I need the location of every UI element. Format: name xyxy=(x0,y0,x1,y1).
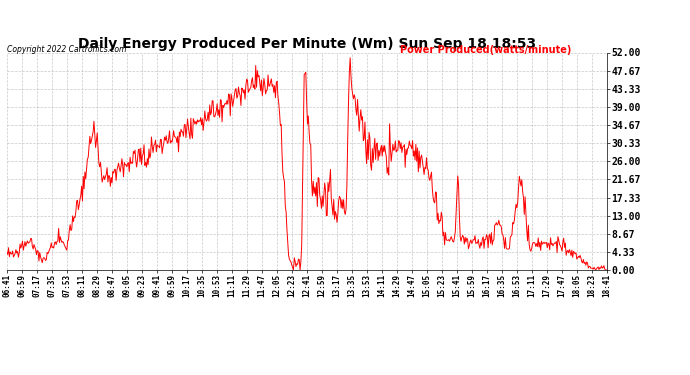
Text: Copyright 2022 Cartronics.com: Copyright 2022 Cartronics.com xyxy=(7,45,126,54)
Text: Power Produced(watts/minute): Power Produced(watts/minute) xyxy=(400,45,571,55)
Title: Daily Energy Produced Per Minute (Wm) Sun Sep 18 18:53: Daily Energy Produced Per Minute (Wm) Su… xyxy=(78,38,536,51)
